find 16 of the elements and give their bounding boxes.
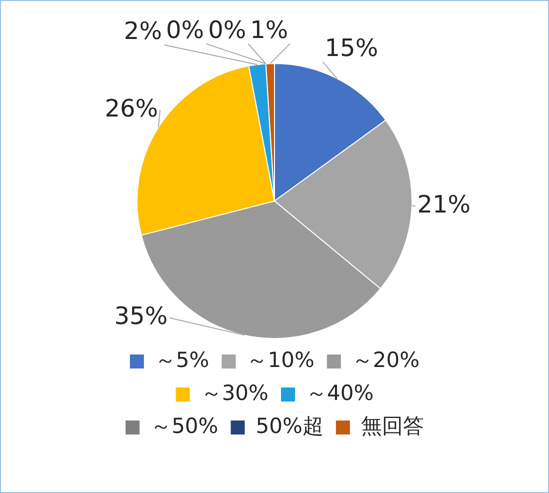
text: 0% xyxy=(166,16,204,44)
data-label: 35% xyxy=(114,302,168,330)
data-label: 1% xyxy=(250,16,288,44)
data-label: 21% xyxy=(417,190,471,219)
legend-label: ～30% xyxy=(200,380,269,405)
legend-label: ～20% xyxy=(352,348,420,372)
legend-label: ～5% xyxy=(154,348,210,372)
data-label: 26% xyxy=(104,94,158,122)
legend-label: 無回答 xyxy=(360,414,424,438)
data-label: 2% xyxy=(124,17,162,46)
legend-label: ～40% xyxy=(306,380,374,405)
data-label: 15% xyxy=(324,34,378,62)
legend-label: ～50% xyxy=(150,414,218,438)
legend-label: 50%超 xyxy=(256,414,324,438)
legend-label: ～10% xyxy=(246,348,314,372)
text: 0% xyxy=(208,16,246,44)
